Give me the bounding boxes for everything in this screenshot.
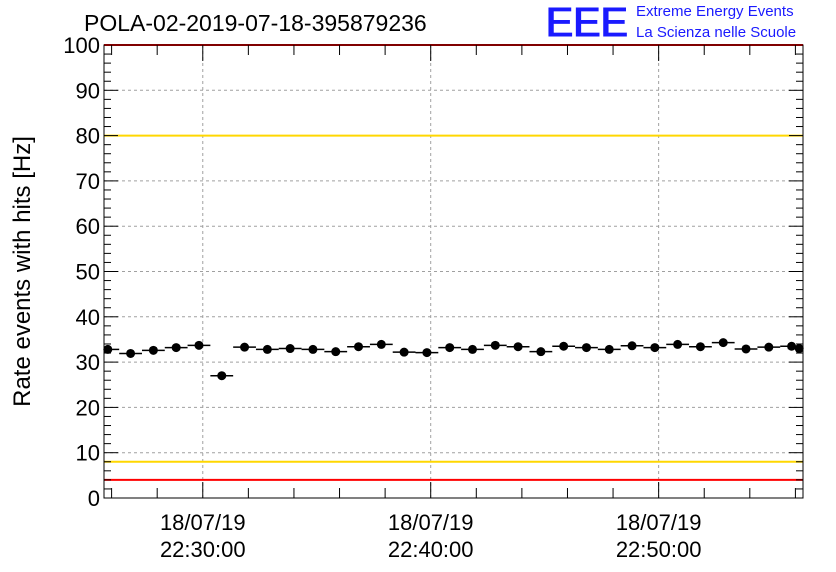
data-point (217, 371, 227, 381)
data-point (490, 340, 500, 350)
svg-text:EEE: EEE (545, 0, 628, 44)
data-point (741, 344, 751, 354)
y-tick-label: 20 (76, 395, 100, 420)
data-point (240, 342, 250, 352)
data-point (445, 343, 455, 353)
data-point (627, 341, 637, 351)
data-point (285, 344, 295, 354)
x-tick-time: 22:50:00 (616, 537, 702, 562)
data-point (794, 344, 804, 354)
data-point (581, 343, 591, 353)
data-point (673, 339, 683, 349)
data-point (194, 340, 204, 350)
data-point (376, 339, 386, 349)
y-tick-label: 40 (76, 305, 100, 330)
data-point (604, 344, 614, 354)
data-point (422, 348, 432, 358)
data-point (764, 342, 774, 352)
data-point (126, 348, 136, 358)
x-tick-date: 18/07/19 (388, 510, 474, 535)
data-point (331, 347, 341, 357)
y-tick-label: 80 (76, 124, 100, 149)
x-tick-time: 22:30:00 (160, 537, 246, 562)
data-point (148, 345, 158, 355)
y-tick-label: 30 (76, 350, 100, 375)
y-tick-label: 100 (63, 33, 100, 58)
data-point (308, 344, 318, 354)
logo-line-2: La Scienza nelle Scuole (636, 24, 797, 41)
y-tick-label: 0 (88, 486, 100, 511)
data-point (103, 344, 113, 354)
data-point (513, 342, 523, 352)
data-point (171, 343, 181, 353)
data-point (399, 347, 409, 357)
data-point (650, 343, 660, 353)
y-tick-label: 70 (76, 169, 100, 194)
y-axis-label: Rate events with hits [Hz] (9, 136, 36, 407)
x-tick-time: 22:40:00 (388, 537, 474, 562)
eee-logo: EEE (545, 0, 631, 44)
data-point (536, 347, 546, 357)
data-point (787, 341, 797, 351)
y-tick-label: 10 (76, 441, 100, 466)
x-tick-date: 18/07/19 (616, 510, 702, 535)
data-point (467, 344, 477, 354)
x-tick-date: 18/07/19 (160, 510, 246, 535)
logo-line-1: Extreme Energy Events (636, 3, 794, 20)
data-point (262, 344, 272, 354)
y-tick-label: 50 (76, 260, 100, 285)
data-point (695, 342, 705, 352)
data-point (559, 341, 569, 351)
y-tick-label: 60 (76, 214, 100, 239)
y-tick-label: 90 (76, 78, 100, 103)
data-point (354, 342, 364, 352)
data-point (718, 338, 728, 348)
chart-title: POLA-02-2019-07-18-395879236 (84, 10, 427, 36)
